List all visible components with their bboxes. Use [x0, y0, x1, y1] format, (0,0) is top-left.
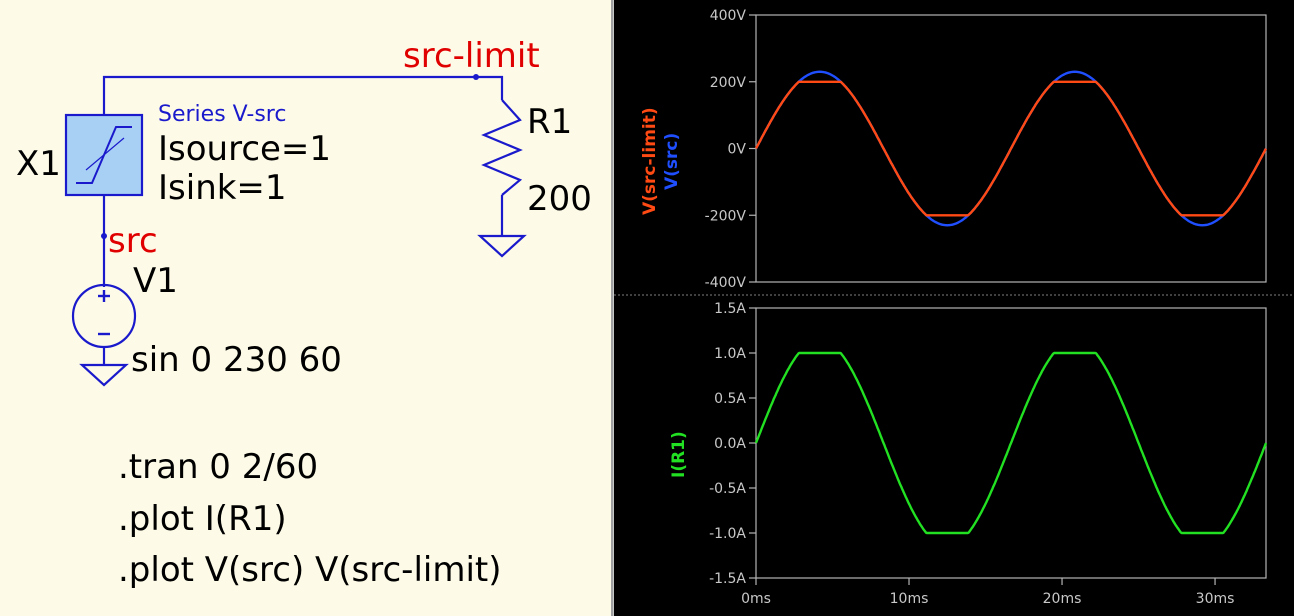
r1-component[interactable]: [481, 99, 523, 196]
y-tick-label: 1.5A: [714, 301, 746, 317]
waveform-canvas[interactable]: -400V -200V 0V 200V 400V V(src-limit) V(src)…: [614, 0, 1294, 616]
waveform-viewer[interactable]: -400V -200V 0V 200V 400V V(src-limit) V(src)…: [614, 0, 1294, 616]
x-tick-label: 0ms: [741, 591, 771, 607]
wire-top[interactable]: [102, 75, 504, 115]
voltage-y-ticks: -400V -200V 0V 200V 400V: [705, 8, 756, 291]
schematic-pane[interactable]: X1 Series V-src Isource=1 Isink=1 R1 200…: [0, 0, 613, 616]
current-y-ticks: -1.5A -1.0A -0.5A 0.0A 0.5A 1.0A 1.5A: [709, 301, 756, 587]
y-tick-label: -200V: [705, 208, 747, 224]
voltage-plot-pane[interactable]: -400V -200V 0V 200V 400V V(src-limit) V(src): [640, 8, 1268, 291]
x-tick-label: 10ms: [890, 591, 929, 607]
x1-component[interactable]: [64, 113, 144, 197]
directive-plot-i[interactable]: .plot I(R1): [118, 499, 287, 539]
x1-symbol-slash: [85, 137, 125, 171]
y-tick-label: 200V: [710, 75, 747, 91]
x1-param-isink: Isink=1: [158, 168, 287, 208]
v1-value-label: sin 0 230 60: [131, 340, 342, 380]
directive-plot-v[interactable]: .plot V(src) V(src-limit): [118, 550, 502, 590]
y-tick-label: 400V: [710, 8, 747, 24]
v1-body[interactable]: [71, 283, 137, 349]
y-tick-label: 0.0A: [714, 436, 746, 452]
legend-i-r1[interactable]: I(R1): [669, 431, 689, 478]
r1-body[interactable]: [481, 99, 523, 196]
y-tick-label: -1.5A: [709, 571, 746, 587]
net-label-src-limit: src-limit: [403, 36, 540, 76]
time-x-ticks: 0ms 10ms 20ms 30ms: [741, 578, 1234, 607]
node-dot-src-limit: [473, 74, 479, 80]
directive-tran[interactable]: .tran 0 2/60: [118, 447, 318, 487]
ground-symbol-v1: [79, 363, 129, 387]
trace-i-r1[interactable]: [754, 351, 1268, 535]
node-dot-src: [101, 233, 107, 239]
trace-v-src-limit[interactable]: [754, 80, 1268, 217]
v1-ref-label: V1: [133, 261, 178, 301]
current-plot-pane[interactable]: -1.5A -1.0A -0.5A 0.0A 0.5A 1.0A 1.5A 0ms 10ms 2…: [669, 301, 1268, 607]
v1-component[interactable]: [71, 283, 137, 349]
x1-type-label: Series V-src: [158, 102, 286, 127]
r1-ref-label: R1: [527, 102, 572, 142]
y-tick-label: 1.0A: [714, 346, 746, 362]
legend-v-src[interactable]: V(src): [662, 133, 682, 190]
current-traces[interactable]: [754, 351, 1268, 535]
voltage-traces[interactable]: [754, 70, 1268, 227]
x1-ref-label: X1: [16, 144, 61, 184]
y-tick-label: -1.0A: [709, 526, 746, 542]
ground-symbol-r1: [477, 234, 527, 258]
y-tick-label: 0.5A: [714, 391, 746, 407]
x-tick-label: 30ms: [1196, 591, 1235, 607]
y-tick-label: 0V: [728, 142, 747, 158]
net-label-src: src: [108, 221, 158, 261]
r1-value-label: 200: [527, 179, 592, 219]
y-tick-label: -400V: [705, 275, 747, 291]
legend-v-src-limit[interactable]: V(src-limit): [640, 107, 660, 215]
y-tick-label: -0.5A: [709, 481, 746, 497]
wires: [102, 75, 504, 365]
x-tick-label: 20ms: [1043, 591, 1082, 607]
x1-param-isource: Isource=1: [158, 129, 331, 169]
schematic-canvas[interactable]: X1 Series V-src Isource=1 Isink=1 R1 200…: [0, 0, 611, 616]
